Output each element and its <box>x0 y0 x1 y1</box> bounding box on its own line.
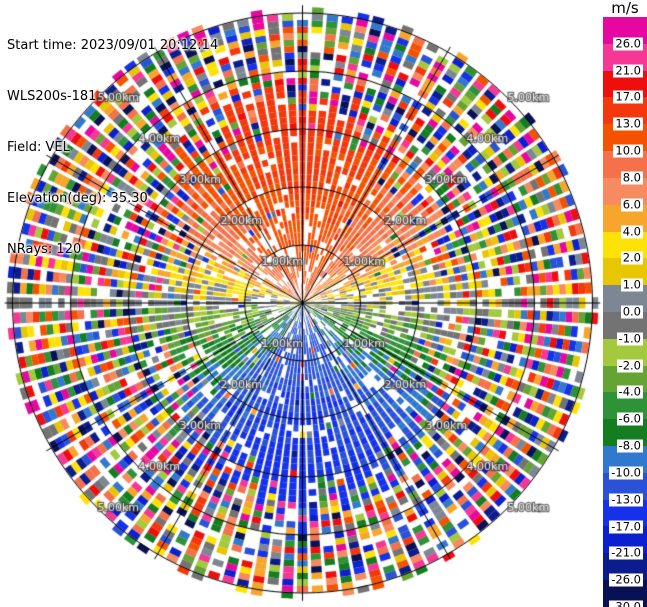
colorbar-tick-label: -1.0 <box>616 331 643 346</box>
header-field: Field: VEL <box>7 140 70 155</box>
colorbar-tick-label: -2.0 <box>616 358 643 373</box>
header-nrays: NRays: 120 <box>7 242 82 257</box>
colorbar-tick-label: -4.0 <box>616 384 643 399</box>
colorbar-tick-label: -30.0 <box>609 600 643 607</box>
colorbar-tick-label: 4.0 <box>620 224 643 239</box>
colorbar-tick-label: 8.0 <box>620 170 643 185</box>
colorbar-tick-label: -8.0 <box>616 438 643 453</box>
colorbar-tick-label: -13.0 <box>609 492 643 507</box>
colorbar-tick-label: 1.0 <box>620 277 643 292</box>
colorbar-tick-label: -17.0 <box>609 519 643 534</box>
colorbar-tick-label: -6.0 <box>616 411 643 426</box>
plot-header: Start time: 2023/09/01 20:12:14 WLS200s-… <box>7 3 218 292</box>
colorbar-units-label: m/s <box>611 0 639 17</box>
colorbar-tick-label: 17.0 <box>613 89 643 104</box>
colorbar-tick-label: -21.0 <box>609 545 643 560</box>
header-start-time: Start time: 2023/09/01 20:12:14 <box>7 38 219 53</box>
header-elevation: Elevation(deg): 35.30 <box>7 191 148 206</box>
colorbar-tick-label: -10.0 <box>609 465 643 480</box>
header-instrument: WLS200s-181 <box>7 89 97 104</box>
colorbar-tick-label: 0.0 <box>620 304 643 319</box>
colorbar-tick-label: 21.0 <box>613 63 643 78</box>
colorbar-tick-label: -26.0 <box>609 572 643 587</box>
colorbar-tick-label: 2.0 <box>620 250 643 265</box>
colorbar-tick-label: 10.0 <box>613 143 643 158</box>
velocity-colorbar: m/s 26.0 21.0 17.0 13.0 10.0 8.0 6.0 4.0 2.0 1.0 0… <box>603 0 647 607</box>
colorbar-tick-label: 26.0 <box>613 36 643 51</box>
colorbar-tick-label: 13.0 <box>613 116 643 131</box>
colorbar-tick-label: 6.0 <box>620 197 643 212</box>
